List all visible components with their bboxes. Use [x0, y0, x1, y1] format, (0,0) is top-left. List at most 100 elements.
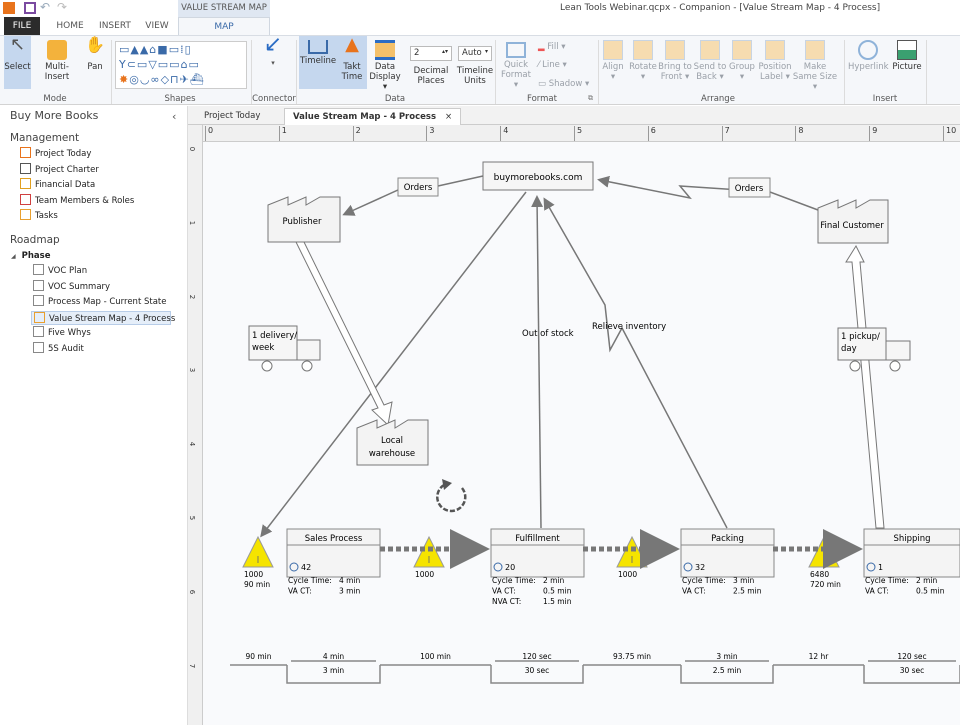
- arrange-button-5[interactable]: Position Label ▾: [758, 40, 792, 82]
- document-icon: [33, 326, 44, 338]
- arrange-button-0[interactable]: Align ▾: [600, 40, 626, 82]
- metric-value: 2 min: [543, 576, 565, 585]
- connector-arrow-icon: ↙: [263, 32, 283, 57]
- out-of-stock-label: Out of stock: [522, 329, 574, 339]
- sidebar-item[interactable]: Five Whys: [31, 326, 96, 340]
- orders-box-right[interactable]: [728, 177, 771, 198]
- picture-icon: [897, 40, 917, 60]
- truck-inbound-icon[interactable]: [248, 325, 321, 372]
- inventory-triangle-icon[interactable]: [616, 535, 648, 568]
- warehouse-factory-icon[interactable]: [356, 419, 429, 466]
- decimal-places-label: Decimal Places: [408, 66, 454, 86]
- doc-tab-value-stream-map[interactable]: Value Stream Map - 4 Process ×: [284, 108, 462, 125]
- sidebar-item[interactable]: 5S Audit: [31, 342, 89, 356]
- timeline-button[interactable]: Timeline: [300, 40, 336, 66]
- connector-button[interactable]: ↙ ▾: [263, 32, 283, 68]
- inventory-time: 90 min: [244, 580, 270, 589]
- inventory-triangle-icon[interactable]: [242, 535, 274, 568]
- timeline-top-value: 120 sec: [897, 652, 926, 661]
- format-dialog-launcher[interactable]: ⧉: [588, 94, 593, 102]
- process-box[interactable]: [490, 528, 585, 578]
- multi-insert-button[interactable]: Multi-Insert: [33, 40, 81, 82]
- close-tab-icon[interactable]: ×: [444, 112, 453, 122]
- inventory-triangle-icon[interactable]: [413, 535, 445, 568]
- arrange-sublabel: Back ▾: [696, 72, 724, 82]
- tab-file[interactable]: FILE: [4, 17, 40, 35]
- supplier-label: Publisher: [282, 217, 322, 227]
- redo-icon[interactable]: ↷: [57, 0, 68, 14]
- customer-factory-icon[interactable]: [817, 199, 889, 244]
- arrange-button-6[interactable]: Make Same Size ▾: [792, 40, 838, 92]
- operator-icon: [683, 562, 693, 572]
- sidebar-item[interactable]: Value Stream Map - 4 Process: [31, 310, 175, 325]
- supplier-factory-icon[interactable]: [267, 196, 341, 243]
- hyperlink-button[interactable]: Hyperlink: [848, 40, 889, 72]
- picture-button[interactable]: Picture: [890, 40, 924, 72]
- fill-button[interactable]: ▂ Fill ▾: [538, 42, 566, 52]
- data-display-label-2: Display ▾: [369, 72, 401, 92]
- collapse-sidebar-icon[interactable]: ‹: [172, 110, 177, 123]
- quick-format-button[interactable]: Quick Format ▾: [498, 42, 534, 90]
- value-stream-map: buymorebooks.com Orders Orders Publisher…: [230, 161, 960, 684]
- arrange-label: Make: [803, 62, 827, 72]
- arrange-button-4[interactable]: Group ▾: [728, 40, 756, 82]
- arrange-label: Bring to: [658, 62, 692, 72]
- select-button[interactable]: ↖ Select: [4, 36, 31, 89]
- doc-tab-project-today[interactable]: Project Today: [196, 108, 268, 125]
- group-arrange-label: Arrange: [701, 94, 735, 104]
- arrange-button-3[interactable]: Send to Back ▾: [693, 40, 727, 82]
- sidebar-item[interactable]: Team Members & Roles: [20, 193, 134, 208]
- line-button[interactable]: ⁄ Line ▾: [538, 60, 567, 70]
- orders-flow-customer: [597, 175, 819, 211]
- save-icon[interactable]: [24, 2, 36, 14]
- tab-insert[interactable]: INSERT: [99, 21, 131, 31]
- management-item-icon: [20, 162, 31, 174]
- line-icon: ⁄: [538, 60, 540, 70]
- document-icon: [34, 311, 45, 323]
- tab-view[interactable]: VIEW: [145, 21, 169, 31]
- tab-home[interactable]: HOME: [56, 21, 84, 31]
- truck-outbound-icon[interactable]: [837, 327, 911, 372]
- sidebar-item[interactable]: VOC Plan: [31, 264, 92, 278]
- orders-box-left[interactable]: [397, 177, 439, 197]
- takt-cone-icon: ▲: [345, 34, 359, 55]
- shapes-gallery[interactable]: ▭▲▲⌂■▭⁞▯ Y⊂▭▽▭▭⌂▭ ✸◎◡∞◇⊓✈⛴: [115, 41, 247, 89]
- sidebar-item[interactable]: VOC Summary: [31, 279, 115, 294]
- cycle-arrowhead-icon: [442, 479, 452, 490]
- tab-map[interactable]: MAP: [178, 17, 270, 35]
- pan-button[interactable]: ✋ Pan: [83, 37, 107, 73]
- timeline-ladder: [230, 660, 960, 684]
- data-display-button[interactable]: Data Display ▾: [367, 40, 403, 92]
- sidebar-item[interactable]: Tasks: [20, 209, 58, 223]
- takt-time-button[interactable]: ▲ Takt Time: [338, 34, 366, 83]
- sidebar-item[interactable]: Process Map - Current State: [31, 295, 171, 309]
- management-item-icon: [20, 193, 31, 205]
- arrange-button-2[interactable]: Bring to Front ▾: [658, 40, 692, 82]
- process-box[interactable]: [863, 528, 960, 578]
- inventory-i-glyph: I: [631, 555, 634, 566]
- timeline-label: Timeline: [300, 56, 337, 66]
- arrange-label: Position: [758, 62, 792, 72]
- customer-label: Final Customer: [820, 221, 884, 231]
- shadow-button[interactable]: ▭ Shadow ▾: [538, 79, 589, 89]
- undo-icon[interactable]: ↶: [40, 0, 51, 14]
- arrange-button-1[interactable]: Rotate ▾: [628, 40, 658, 82]
- process-box[interactable]: [286, 528, 381, 578]
- arrange-sublabel: Same Size ▾: [792, 72, 838, 92]
- sidebar-item[interactable]: Financial Data: [20, 178, 95, 192]
- sidebar-item[interactable]: Project Charter: [20, 162, 99, 177]
- arrange-label: Align: [602, 62, 624, 72]
- sidebar-item-label: Tasks: [35, 211, 58, 221]
- metric-value: 0.5 min: [543, 587, 572, 596]
- sidebar-item[interactable]: Project Today: [20, 147, 91, 161]
- title-bar: ↶ ↷ Lean Tools Webinar.qcpx - Companion …: [0, 0, 960, 18]
- window-title: Lean Tools Webinar.qcpx - Companion - [V…: [560, 3, 881, 13]
- ruler-tick: 2: [352, 126, 361, 141]
- process-box[interactable]: [680, 528, 775, 578]
- arrange-icon: [700, 40, 720, 60]
- decimal-places-input[interactable]: 2 ▴▾: [410, 46, 452, 61]
- company-box[interactable]: [482, 161, 594, 191]
- timeline-units-select[interactable]: Auto ▾: [458, 46, 492, 61]
- phase-node[interactable]: ◢ Phase: [11, 249, 50, 263]
- line-label: Line ▾: [542, 60, 567, 70]
